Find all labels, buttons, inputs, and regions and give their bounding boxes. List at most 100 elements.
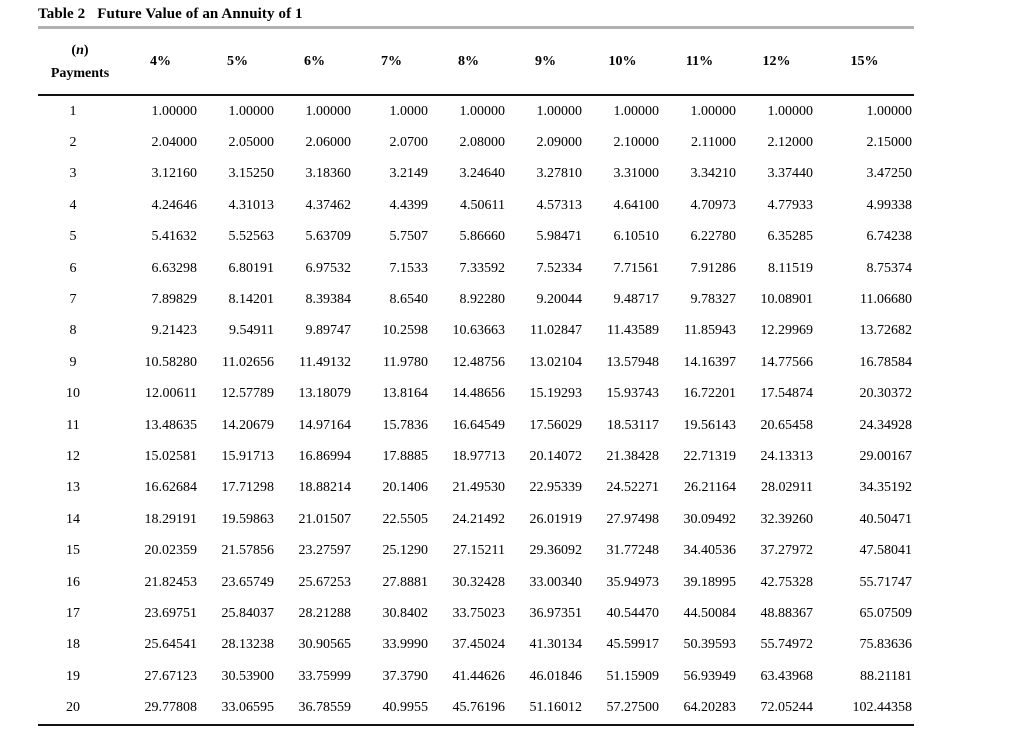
payments-cell: 3 [69, 166, 77, 182]
payments-cell: 7 [69, 292, 77, 308]
value-cell: 16.86994 [298, 448, 352, 464]
value-cell: 2.04000 [151, 135, 198, 151]
table-row: 4 4.24646 4.31013 4.37462 4.4399 4.50611 4.573… [38, 190, 914, 221]
payments-label: Payments [50, 66, 110, 81]
value-cell: 11.06680 [860, 292, 912, 308]
value-cell: 6.97532 [305, 260, 352, 276]
value-cell: 24.13313 [760, 448, 814, 464]
value-cell: 5.52563 [228, 229, 275, 245]
value-cell: 51.16012 [507, 692, 584, 726]
payments-cell: 19 [66, 668, 80, 684]
value-cell: 11.43589 [607, 323, 659, 339]
value-cell: 26.21164 [684, 480, 736, 496]
value-cell: 4.4399 [389, 197, 429, 213]
value-cell: 88.21181 [860, 668, 912, 684]
value-cell: 25.67253 [298, 574, 352, 590]
rate-column-header: 7% [353, 30, 430, 96]
value-cell: 33.00340 [529, 574, 583, 590]
value-cell: 6.22780 [690, 229, 737, 245]
value-cell: 8.14201 [228, 292, 275, 308]
value-cell: 29.36092 [529, 543, 583, 559]
value-cell: 24.34928 [859, 417, 913, 433]
value-cell: 3.34210 [690, 166, 737, 182]
value-cell: 9.78327 [690, 292, 737, 308]
table-row: 10 12.00611 12.57789 13.18079 13.8164 14.4865… [38, 379, 914, 410]
n-label: (n) [71, 43, 89, 58]
value-cell: 19.56143 [683, 417, 737, 433]
value-cell: 2.09000 [536, 135, 583, 151]
rate-column-header: 12% [738, 30, 815, 96]
value-cell: 4.70973 [690, 197, 737, 213]
value-cell: 24.52271 [606, 480, 660, 496]
header-row: (n) Payments 4% 5% 6% 7% 8% 9% 10% 11% 12% 15% [38, 30, 914, 96]
value-cell: 4.50611 [460, 197, 505, 213]
value-cell: 13.18079 [298, 386, 352, 402]
rate-column-header: 8% [430, 30, 507, 96]
value-cell: 2.11000 [691, 135, 736, 151]
value-cell: 47.58041 [859, 543, 913, 559]
table-row: 2 2.04000 2.05000 2.06000 2.0700 2.08000 2.090… [38, 127, 914, 158]
value-cell: 3.37440 [767, 166, 814, 182]
rate-column-header: 15% [815, 30, 914, 96]
value-cell: 17.71298 [221, 480, 275, 496]
rate-column-header: 4% [122, 30, 199, 96]
value-cell: 2.06000 [305, 135, 352, 151]
title-rule-divider [38, 26, 914, 29]
value-cell: 13.48635 [144, 417, 198, 433]
rate-column-header: 5% [199, 30, 276, 96]
value-cell: 72.05244 [738, 692, 815, 726]
value-cell: 40.54470 [606, 605, 660, 621]
value-cell: 27.67123 [144, 668, 198, 684]
value-cell: 3.15250 [228, 166, 275, 182]
value-cell: 1.00000 [767, 103, 814, 119]
value-cell: 10.08901 [760, 292, 814, 308]
value-cell: 11.9780 [383, 354, 428, 370]
payments-cell: 5 [69, 229, 77, 245]
value-cell: 14.77566 [760, 354, 814, 370]
value-cell: 14.97164 [298, 417, 352, 433]
value-cell: 33.75023 [452, 605, 506, 621]
value-cell: 1.00000 [536, 103, 583, 119]
value-cell: 4.37462 [305, 197, 352, 213]
value-cell: 7.33592 [459, 260, 506, 276]
value-cell: 22.71319 [683, 448, 737, 464]
value-cell: 12.00611 [145, 386, 197, 402]
value-cell: 10.2598 [382, 323, 429, 339]
value-cell: 18.29191 [144, 511, 198, 527]
value-cell: 42.75328 [760, 574, 814, 590]
value-cell: 41.44626 [452, 668, 506, 684]
value-cell: 13.8164 [382, 386, 429, 402]
value-cell: 8.11519 [768, 260, 813, 276]
payments-cell: 16 [66, 574, 80, 590]
table-row: 17 23.69751 25.84037 28.21288 30.8402 33.7502… [38, 598, 914, 629]
value-cell: 75.83636 [859, 637, 913, 653]
value-cell: 4.64100 [613, 197, 660, 213]
payments-cell: 4 [69, 197, 77, 213]
value-cell: 50.39593 [683, 637, 737, 653]
value-cell: 20.30372 [859, 386, 913, 402]
value-cell: 23.69751 [144, 605, 198, 621]
value-cell: 21.49530 [452, 480, 506, 496]
value-cell: 3.47250 [866, 166, 913, 182]
value-cell: 33.06595 [199, 692, 276, 726]
payments-cell: 10 [66, 386, 80, 402]
table-row: 13 16.62684 17.71298 18.88214 20.1406 21.4953… [38, 473, 914, 504]
value-cell: 7.89829 [151, 292, 198, 308]
value-cell: 11.02656 [222, 354, 274, 370]
value-cell: 13.02104 [529, 354, 583, 370]
table-row: 12 15.02581 15.91713 16.86994 17.8885 18.9771… [38, 441, 914, 472]
value-cell: 32.39260 [760, 511, 814, 527]
value-cell: 48.88367 [760, 605, 814, 621]
value-cell: 6.10510 [613, 229, 660, 245]
value-cell: 27.15211 [453, 543, 505, 559]
value-cell: 17.56029 [529, 417, 583, 433]
value-cell: 14.16397 [683, 354, 737, 370]
value-cell: 40.50471 [859, 511, 913, 527]
value-cell: 7.71561 [613, 260, 660, 276]
value-cell: 23.65749 [221, 574, 275, 590]
table-caption: Future Value of an Annuity of 1 [97, 6, 303, 22]
payments-cell: 17 [66, 605, 80, 621]
value-cell: 55.74972 [760, 637, 814, 653]
value-cell: 21.01507 [298, 511, 352, 527]
